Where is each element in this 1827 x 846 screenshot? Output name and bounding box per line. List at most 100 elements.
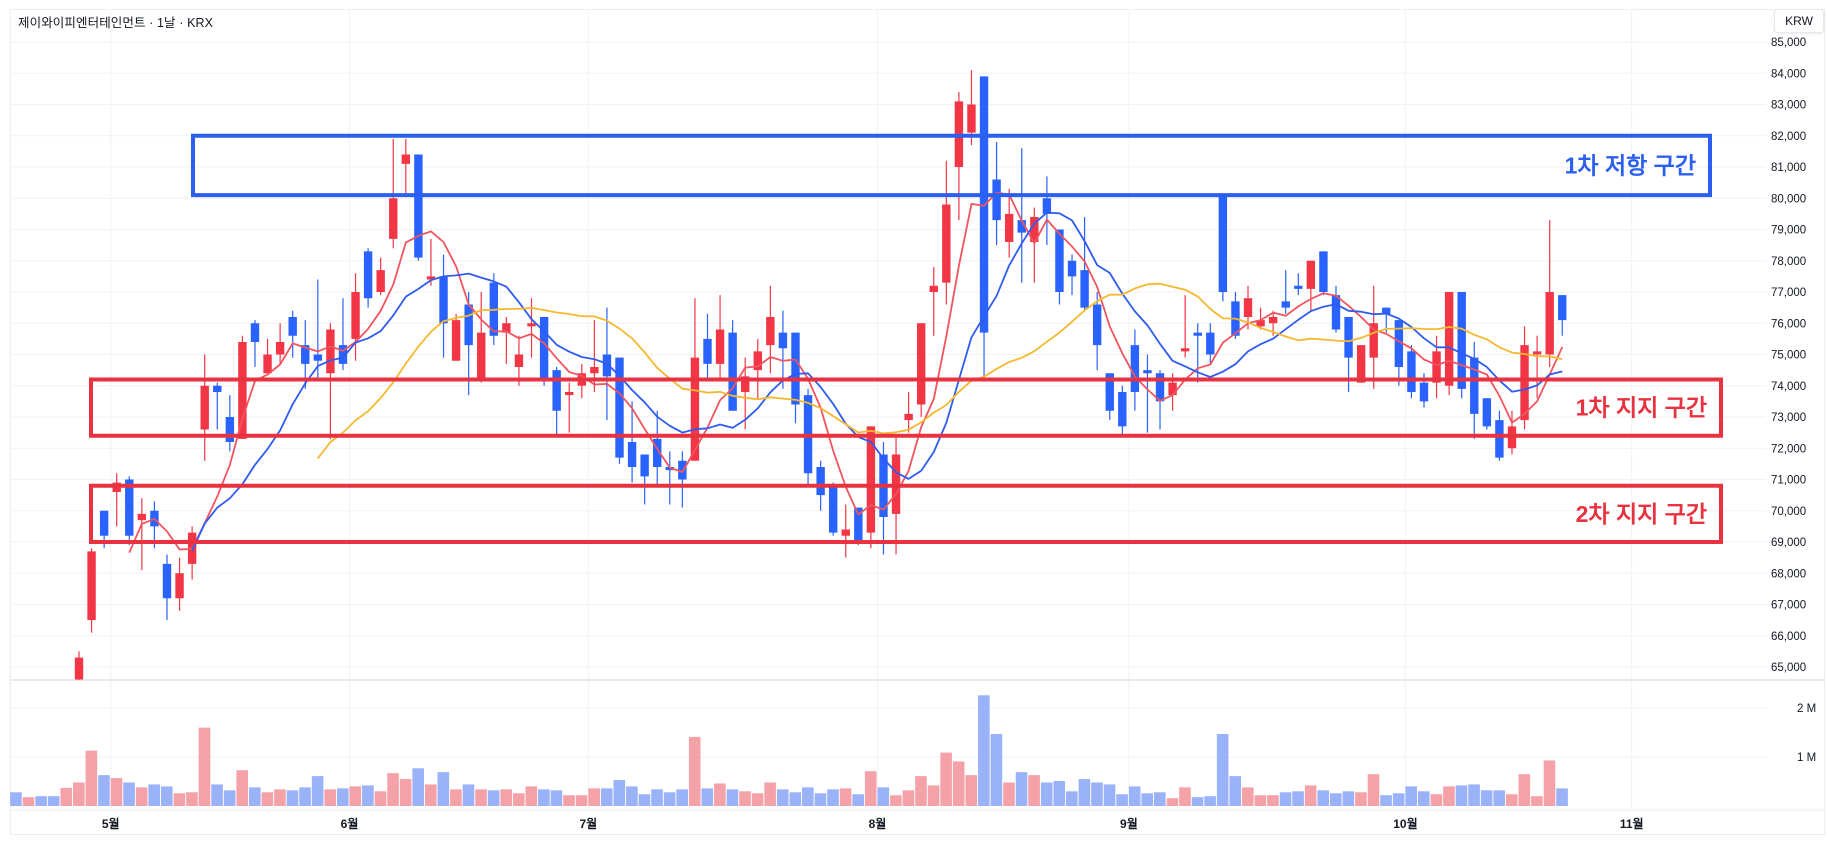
candle-up[interactable] — [1545, 220, 1554, 367]
candle-down[interactable] — [1118, 385, 1127, 436]
candle-down[interactable] — [1294, 273, 1303, 296]
candle-up[interactable] — [1532, 335, 1542, 399]
volume-bar — [1204, 796, 1216, 806]
candle-up[interactable] — [929, 267, 938, 336]
candle-down[interactable] — [1218, 195, 1228, 302]
candle-up[interactable] — [477, 292, 486, 383]
candle-body — [1143, 370, 1152, 374]
volume-tick-label: 2 M — [1797, 703, 1816, 715]
candle-down[interactable] — [250, 320, 260, 367]
candle-down[interactable] — [539, 317, 549, 386]
candle-up[interactable] — [351, 273, 360, 361]
grid — [10, 9, 1825, 811]
candle-up[interactable] — [1356, 345, 1366, 383]
candle-down[interactable] — [665, 451, 674, 505]
candle-down[interactable] — [678, 451, 687, 508]
candle-up[interactable] — [916, 323, 926, 417]
candle-up[interactable] — [187, 526, 197, 580]
support-zone-box[interactable] — [89, 483, 1723, 544]
volume-bar — [751, 793, 764, 806]
candle-body — [175, 573, 184, 599]
candle-up[interactable] — [715, 295, 725, 380]
candle-up[interactable] — [766, 285, 775, 374]
candle-down[interactable] — [1017, 148, 1026, 283]
candle-down[interactable] — [703, 313, 712, 380]
candle-up[interactable] — [1004, 188, 1014, 258]
candle-up[interactable] — [967, 70, 976, 146]
candle-up[interactable] — [1030, 207, 1039, 283]
candle-up[interactable] — [401, 138, 411, 196]
candle-up[interactable] — [1306, 260, 1316, 311]
candle-down[interactable] — [363, 248, 373, 308]
candle-up[interactable] — [200, 354, 209, 461]
currency-button[interactable]: KRW — [1774, 9, 1824, 33]
candle-down[interactable] — [439, 254, 448, 358]
candle-down[interactable] — [1319, 251, 1328, 296]
candle-down[interactable] — [1407, 345, 1416, 399]
candle-down[interactable] — [301, 320, 310, 389]
support-zone-box[interactable] — [89, 377, 1723, 438]
candle-down[interactable] — [338, 298, 348, 371]
candle-up[interactable] — [451, 313, 461, 361]
candle-up[interactable] — [137, 498, 147, 571]
candle-down[interactable] — [552, 367, 561, 436]
candle-down[interactable] — [1331, 285, 1341, 333]
candle-down[interactable] — [1042, 176, 1052, 246]
candle-down[interactable] — [627, 401, 637, 483]
candle-down[interactable] — [1080, 217, 1089, 311]
candle-up[interactable] — [238, 335, 247, 439]
candle-up[interactable] — [565, 382, 574, 433]
candle-up[interactable] — [904, 392, 913, 433]
candle-up[interactable] — [1256, 307, 1265, 330]
volume-bar — [940, 752, 952, 806]
candle-up[interactable] — [175, 557, 184, 611]
candle-up[interactable] — [514, 335, 524, 386]
candle-up[interactable] — [741, 357, 750, 430]
candle-up[interactable] — [426, 238, 436, 286]
candle-down[interactable] — [288, 310, 297, 358]
candle-down[interactable] — [778, 310, 788, 389]
candle-down[interactable] — [414, 154, 423, 261]
candle-down[interactable] — [1067, 254, 1077, 296]
candle-down[interactable] — [640, 454, 649, 505]
candle-down[interactable] — [1143, 354, 1152, 433]
candle-down[interactable] — [1394, 320, 1404, 386]
candle-up[interactable] — [841, 504, 850, 558]
candle-down[interactable] — [125, 476, 134, 546]
candle-up[interactable] — [376, 257, 385, 296]
candle-down[interactable] — [162, 554, 172, 621]
candle-down[interactable] — [1130, 329, 1140, 411]
candle-down[interactable] — [313, 279, 323, 380]
candle-up[interactable] — [502, 317, 511, 364]
candle-down[interactable] — [1055, 229, 1064, 305]
candle-down[interactable] — [1206, 323, 1215, 364]
support-zone-label: 1차 지지 구간 — [1576, 395, 1707, 421]
candle-body — [1344, 317, 1353, 358]
candle-body — [275, 342, 285, 355]
candle-up[interactable] — [753, 338, 762, 399]
candle-up[interactable] — [1180, 295, 1190, 358]
candle-down[interactable] — [225, 395, 235, 452]
candle-up[interactable] — [1369, 285, 1378, 389]
candle-down[interactable] — [1482, 398, 1492, 430]
candle-down[interactable] — [1092, 292, 1102, 371]
candle-body — [1256, 320, 1265, 327]
candle-down[interactable] — [1470, 342, 1479, 439]
volume-bar — [1191, 797, 1204, 806]
candle-up[interactable] — [942, 160, 951, 305]
candle-down[interactable] — [1457, 292, 1466, 399]
candle-up[interactable] — [74, 651, 84, 685]
candle-down[interactable] — [979, 76, 989, 377]
candle-up[interactable] — [263, 338, 272, 374]
resistance-zone-box[interactable] — [191, 133, 1712, 198]
candle-body — [728, 332, 737, 411]
candle-down[interactable] — [1558, 295, 1567, 336]
candle-down[interactable] — [829, 482, 838, 536]
candle-up[interactable] — [275, 323, 285, 364]
candle-up[interactable] — [954, 92, 964, 221]
candle-down[interactable] — [1281, 270, 1290, 314]
candle-down[interactable] — [213, 382, 222, 430]
candle-up[interactable] — [112, 473, 121, 527]
candle-up[interactable] — [87, 548, 96, 633]
